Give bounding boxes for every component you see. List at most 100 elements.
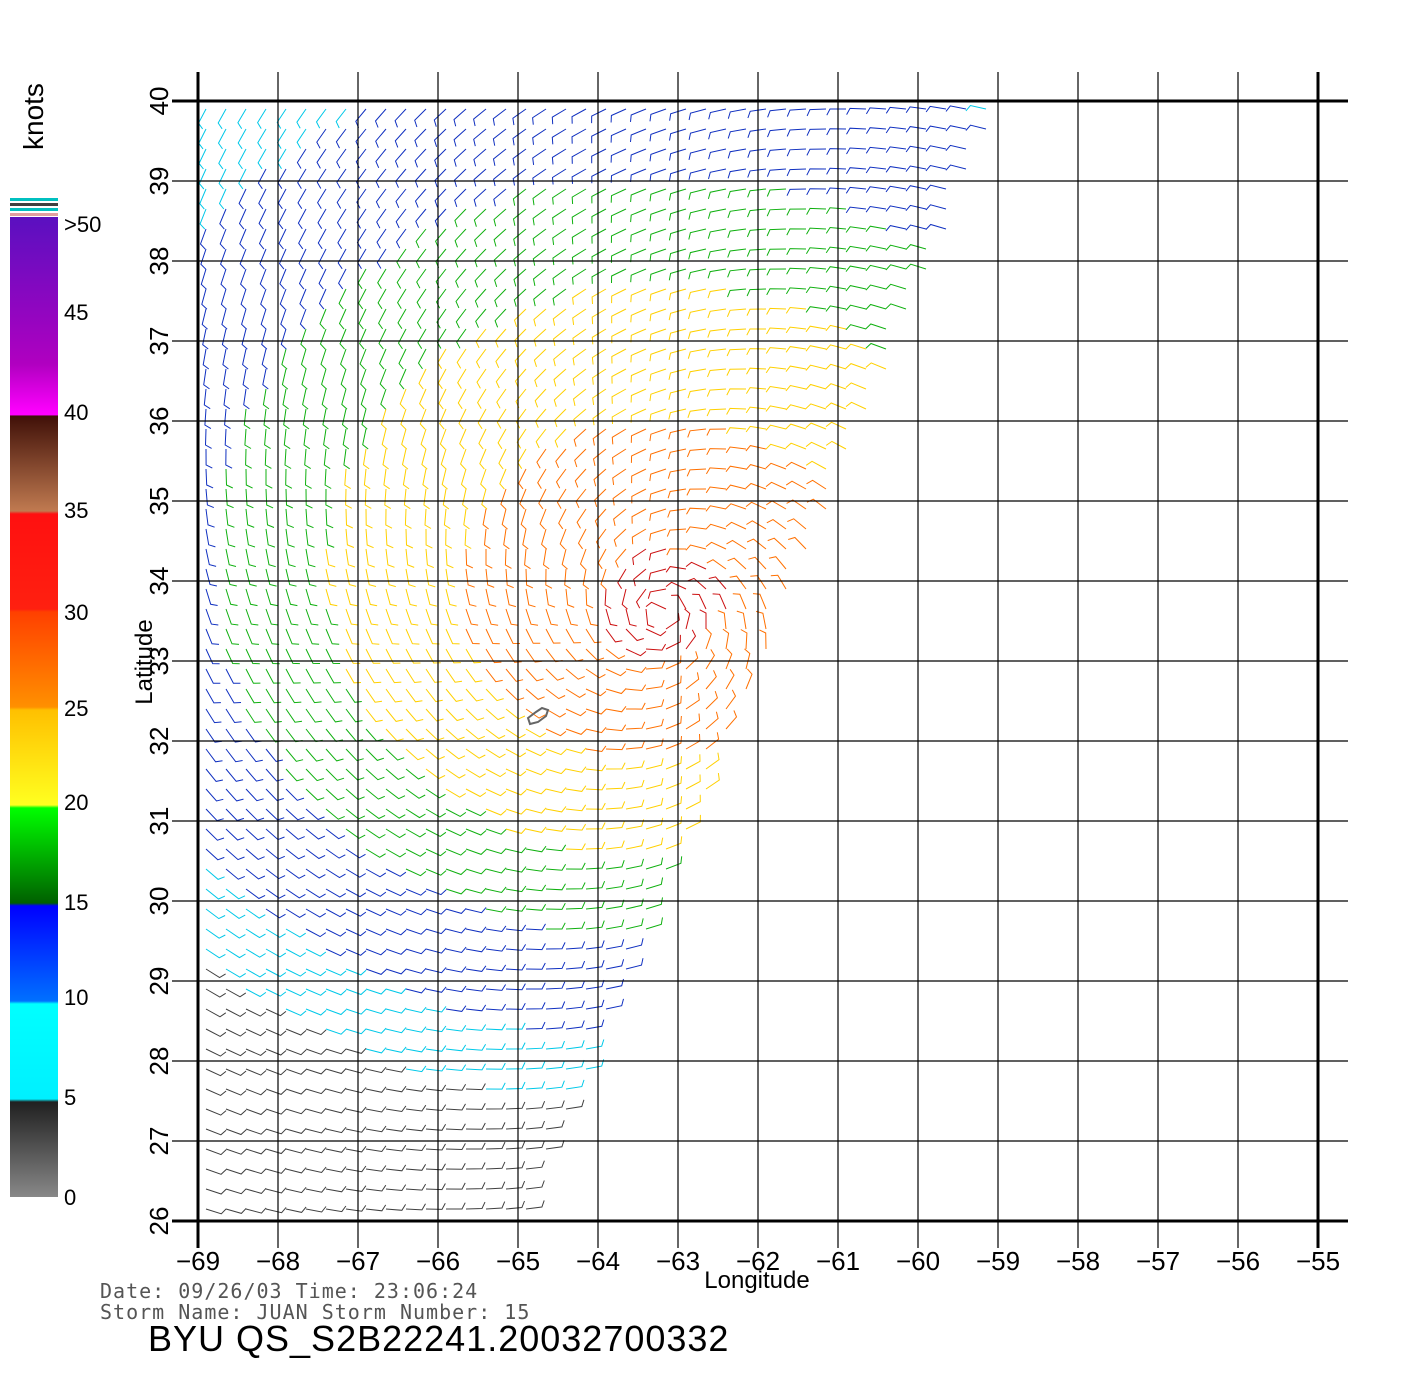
wind-barb — [281, 348, 288, 370]
wind-barb — [225, 868, 245, 880]
wind-barb — [565, 843, 586, 851]
wind-barb — [465, 768, 486, 778]
wind-barb — [237, 148, 247, 170]
wind-barb — [284, 448, 292, 469]
wind-barb — [305, 828, 326, 840]
wind-barb — [417, 348, 427, 370]
wind-barb — [242, 368, 250, 390]
wind-barb — [645, 608, 655, 628]
wind-barb — [611, 388, 627, 404]
wind-barb — [805, 266, 827, 274]
wind-barb — [485, 768, 507, 778]
wind-barb — [265, 748, 284, 762]
wind-barb — [505, 924, 527, 932]
wind-barb — [405, 608, 419, 626]
wind-barb — [296, 128, 307, 149]
wind-barb — [706, 388, 727, 397]
wind-barb — [336, 168, 347, 189]
wind-barb — [665, 736, 682, 750]
wind-barb — [336, 148, 347, 169]
wind-barb — [385, 748, 405, 761]
wind-barb — [325, 1185, 347, 1193]
wind-barb — [445, 1025, 467, 1032]
wind-barb — [325, 828, 346, 840]
wind-barb — [485, 1161, 506, 1170]
wind-barb — [205, 1108, 227, 1116]
wind-barb — [885, 303, 907, 310]
wind-barb — [885, 205, 907, 212]
wind-barb — [445, 688, 464, 702]
wind-barb — [445, 946, 467, 954]
wind-barb — [925, 184, 947, 191]
wind-barb — [668, 288, 687, 301]
wind-barb — [485, 549, 493, 569]
wind-barb — [565, 588, 575, 608]
wind-barb — [765, 366, 787, 374]
wind-barb — [532, 108, 547, 125]
wind-barb — [445, 808, 467, 817]
wind-barb — [532, 128, 547, 145]
wind-barb — [245, 828, 265, 841]
wind-barb — [685, 693, 700, 710]
wind-barb — [474, 248, 487, 268]
wind-barb — [595, 528, 607, 549]
wind-barb — [245, 788, 264, 802]
wind-barb — [668, 268, 687, 281]
wind-barb — [285, 768, 304, 782]
wind-barb — [445, 528, 453, 549]
wind-barb — [219, 208, 227, 230]
wind-barb — [385, 628, 400, 645]
wind-barb — [445, 888, 467, 895]
wind-barb — [785, 404, 807, 411]
wind-barb — [245, 928, 266, 939]
wind-barb — [423, 488, 430, 510]
wind-barb — [325, 948, 347, 957]
wind-barb — [474, 228, 487, 248]
wind-barb — [225, 628, 240, 645]
wind-barb — [376, 228, 387, 249]
wind-barb — [649, 468, 667, 482]
wind-barb — [514, 348, 527, 368]
wind-barb — [422, 468, 429, 490]
wind-barb — [384, 488, 392, 510]
wind-barb — [765, 405, 787, 412]
wind-barb — [493, 228, 507, 247]
wind-barb — [325, 848, 346, 859]
wind-barb — [727, 288, 747, 298]
wind-barb — [571, 248, 587, 265]
wind-barb — [245, 868, 266, 880]
wind-barb — [513, 268, 527, 287]
wind-barb — [205, 1208, 227, 1215]
wind-barb — [572, 308, 587, 325]
wind-barb — [585, 841, 606, 850]
wind-barb — [218, 168, 227, 190]
wind-barb — [534, 388, 547, 408]
wind-barb — [625, 779, 645, 790]
wind-barb — [845, 167, 867, 174]
wind-barb — [645, 628, 667, 637]
wind-barb — [399, 368, 407, 390]
wind-barb — [374, 108, 387, 128]
wind-barb — [225, 548, 237, 567]
wind-barb — [545, 1001, 566, 1010]
wind-barb — [405, 848, 427, 857]
wind-barb — [786, 228, 807, 236]
wind-barb — [605, 762, 626, 770]
colorbar-tick-label: 15 — [64, 890, 89, 915]
wind-barb — [612, 488, 627, 506]
wind-barb — [345, 688, 362, 703]
wind-barb — [285, 1108, 307, 1115]
wind-barb — [688, 308, 707, 320]
wind-barb — [759, 629, 767, 650]
wind-barb — [745, 464, 767, 471]
wind-barb — [419, 408, 427, 430]
wind-barb — [736, 610, 747, 630]
wind-barb — [455, 268, 467, 288]
wind-barb — [261, 348, 268, 370]
wind-barb — [245, 1088, 267, 1096]
wind-barb — [259, 248, 267, 270]
wind-barb — [630, 108, 647, 122]
wind-barb — [806, 108, 827, 117]
wind-barb — [445, 1005, 467, 1012]
wind-barb — [345, 848, 366, 859]
